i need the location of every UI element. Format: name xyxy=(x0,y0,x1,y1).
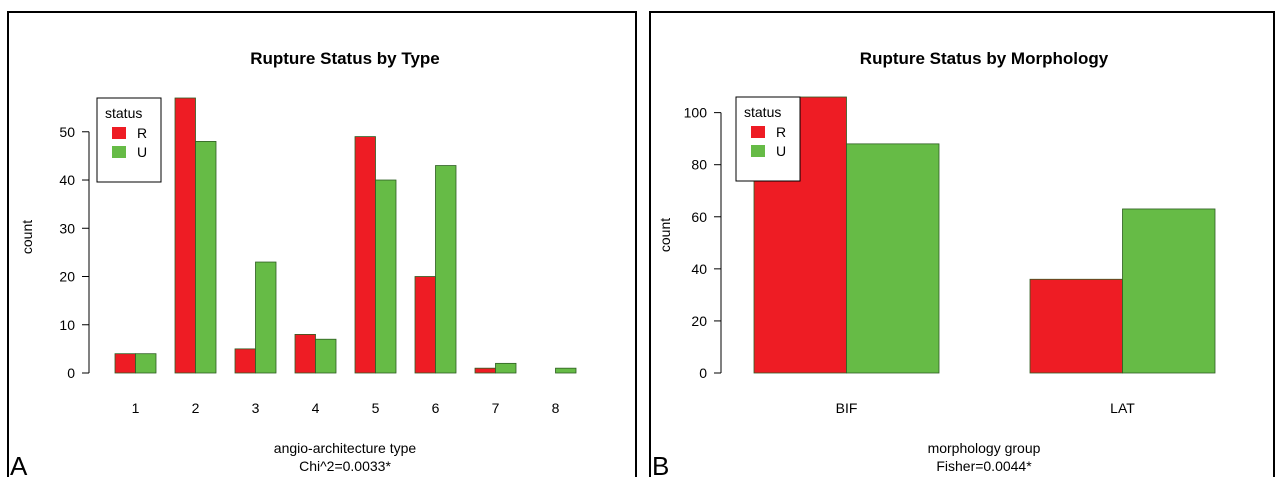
y-tick-label: 50 xyxy=(59,124,75,140)
chart-b-xlabel-stat: Fisher=0.0044* xyxy=(936,458,1032,474)
x-tick-label: 1 xyxy=(132,400,140,416)
legend-swatch-R xyxy=(112,127,126,139)
bar-R-5 xyxy=(354,136,376,374)
x-tick-label: LAT xyxy=(1110,400,1135,416)
chart-a-ylabel: count xyxy=(19,220,35,254)
chart-b-ylabel: count xyxy=(657,218,673,252)
chart-b-x-ticks: BIF LAT xyxy=(836,400,1136,416)
bar-U-5 xyxy=(375,179,397,374)
y-tick-label: 40 xyxy=(691,261,707,277)
chart-a-bars xyxy=(114,97,577,374)
y-tick-label: 0 xyxy=(699,365,707,381)
chart-b-title: Rupture Status by Morphology xyxy=(860,49,1109,68)
panel-b-frame xyxy=(649,11,1275,482)
chart-b-y-axis: 0 20 40 60 80 100 xyxy=(684,105,722,381)
panel-a-frame xyxy=(7,11,637,482)
legend-title: status xyxy=(744,104,781,120)
legend-label-R: R xyxy=(137,125,147,141)
legend-swatch-U xyxy=(112,146,126,158)
legend-title: status xyxy=(105,105,142,121)
bar-U-3 xyxy=(255,261,277,374)
chart-b-legend: status RU xyxy=(735,96,801,182)
legend-label-R: R xyxy=(776,124,786,140)
y-tick-label: 20 xyxy=(691,313,707,329)
x-tick-label: 5 xyxy=(372,400,380,416)
chart-a-xlabel-stat: Chi^2=0.0033* xyxy=(299,458,391,474)
bar-R-7 xyxy=(474,367,496,374)
chart-a-xlabel: angio-architecture type xyxy=(274,440,417,456)
x-tick-label: BIF xyxy=(836,400,858,416)
legend-swatch-U xyxy=(751,145,765,157)
panel-b-letter: B xyxy=(652,451,669,477)
legend-swatch-R xyxy=(751,126,765,138)
chart-b-svg: Rupture Status by Morphology morphology … xyxy=(649,11,1275,482)
chart-a-svg: Rupture Status by Type angio-architectur… xyxy=(7,11,637,482)
chart-b-bars xyxy=(753,96,1216,374)
bar-R-3 xyxy=(234,348,256,374)
y-tick-label: 100 xyxy=(684,105,708,121)
legend-box xyxy=(735,96,801,182)
bar-U-7 xyxy=(495,362,517,374)
x-tick-label: 8 xyxy=(552,400,560,416)
bar-U-8 xyxy=(555,367,577,374)
y-tick-label: 0 xyxy=(67,365,75,381)
bar-U-BIF xyxy=(846,143,940,374)
y-tick-label: 30 xyxy=(59,220,75,236)
x-tick-label: 2 xyxy=(192,400,200,416)
chart-b-xlabel: morphology group xyxy=(928,440,1041,456)
chart-a-legend: status RU xyxy=(96,97,162,183)
x-tick-label: 3 xyxy=(252,400,260,416)
x-tick-label: 4 xyxy=(312,400,320,416)
y-tick-label: 20 xyxy=(59,269,75,285)
x-tick-label: 7 xyxy=(492,400,500,416)
x-tick-label: 6 xyxy=(432,400,440,416)
bar-U-LAT xyxy=(1122,208,1216,374)
panel-a-letter: A xyxy=(10,451,28,477)
legend-box xyxy=(96,97,162,183)
bar-U-2 xyxy=(195,141,217,374)
bar-R-2 xyxy=(174,97,196,374)
bar-U-4 xyxy=(315,338,337,374)
bar-U-6 xyxy=(435,165,457,374)
legend-label-U: U xyxy=(776,143,786,159)
bar-R-1 xyxy=(114,353,136,374)
legend-label-U: U xyxy=(137,144,147,160)
chart-a-x-ticks: 1 2 3 4 5 6 7 8 xyxy=(132,400,560,416)
chart-panel-a: Rupture Status by Type angio-architectur… xyxy=(0,0,638,482)
bar-U-1 xyxy=(135,353,157,374)
bar-R-6 xyxy=(414,276,436,374)
y-tick-label: 60 xyxy=(691,209,707,225)
y-tick-label: 40 xyxy=(59,172,75,188)
chart-a-y-axis: 0 10 20 30 40 50 xyxy=(59,124,90,381)
y-tick-label: 10 xyxy=(59,317,75,333)
bar-R-4 xyxy=(294,334,316,374)
chart-panel-b: Rupture Status by Morphology morphology … xyxy=(648,0,1277,482)
y-tick-label: 80 xyxy=(691,157,707,173)
bar-R-LAT xyxy=(1029,278,1123,374)
chart-a-title: Rupture Status by Type xyxy=(250,49,440,68)
